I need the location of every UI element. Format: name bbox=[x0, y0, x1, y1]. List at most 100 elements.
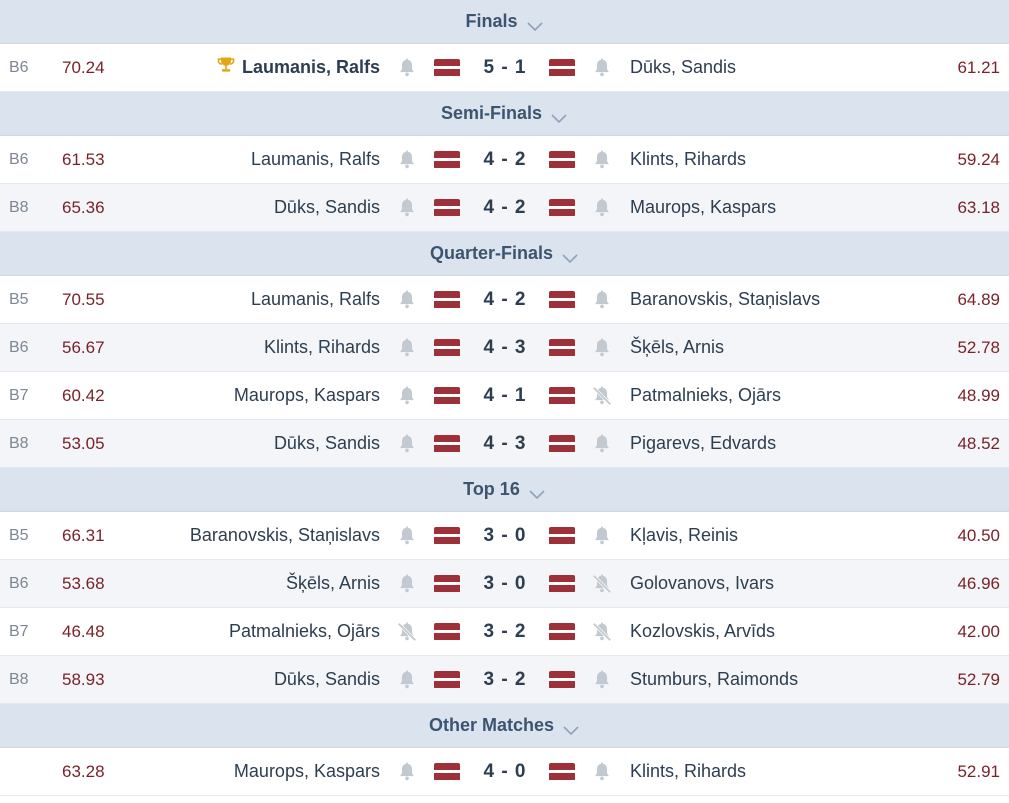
match-row[interactable]: B6 53.68 Šķēls, Arnis 3 - 0 Golovanovs, Ivar… bbox=[0, 560, 1009, 608]
match-row[interactable]: B6 61.53 Laumanis, Ralfs 4 - 2 Klints, Rihar… bbox=[0, 136, 1009, 184]
section-header-finals[interactable]: Finals bbox=[0, 0, 1009, 44]
right-average: 63.18 bbox=[957, 197, 1000, 217]
bell-icon[interactable] bbox=[396, 197, 418, 219]
left-player[interactable]: Patmalnieks, Ojārs bbox=[229, 621, 380, 642]
right-player[interactable]: Kozlovskis, Arvīds bbox=[630, 621, 776, 641]
latvia-flag-icon bbox=[434, 386, 460, 405]
match-row[interactable]: B6 70.24 Laumanis, Ralfs 5 - 1 Dūks, Sandis 6… bbox=[0, 44, 1009, 92]
left-player-name: Laumanis, Ralfs bbox=[250, 289, 380, 309]
right-player[interactable]: Stumburs, Raimonds bbox=[630, 669, 799, 689]
right-player[interactable]: Klints, Rihards bbox=[630, 761, 747, 781]
left-player-name: Dūks, Sandis bbox=[273, 197, 380, 217]
right-player[interactable]: Golovanovs, Ivars bbox=[630, 573, 775, 593]
bell-icon[interactable] bbox=[396, 433, 418, 455]
latvia-flag-icon bbox=[434, 526, 460, 545]
right-player[interactable]: Maurops, Kaspars bbox=[630, 197, 777, 217]
latvia-flag-icon bbox=[434, 574, 460, 593]
match-row[interactable]: B8 53.05 Dūks, Sandis 4 - 3 Pigarevs, Edvard… bbox=[0, 420, 1009, 468]
left-player[interactable]: Maurops, Kaspars bbox=[234, 761, 380, 782]
section-header-top-16[interactable]: Top 16 bbox=[0, 468, 1009, 512]
section-header-quarter-finals[interactable]: Quarter-Finals bbox=[0, 232, 1009, 276]
left-average: 63.28 bbox=[62, 761, 105, 781]
match-row[interactable]: B7 60.42 Maurops, Kaspars 4 - 1 Patmalnieks,… bbox=[0, 372, 1009, 420]
right-player[interactable]: Dūks, Sandis bbox=[630, 57, 737, 77]
bell-icon[interactable] bbox=[591, 57, 613, 79]
chevron-down-icon[interactable] bbox=[562, 720, 580, 735]
match-score: 4 - 0 bbox=[483, 760, 527, 782]
section-header-other-matches[interactable]: Other Matches bbox=[0, 704, 1009, 748]
bell-icon[interactable] bbox=[591, 525, 613, 547]
bell-icon[interactable] bbox=[396, 149, 418, 171]
bell-icon[interactable] bbox=[396, 385, 418, 407]
latvia-flag-icon bbox=[549, 338, 575, 357]
bell-off-icon[interactable] bbox=[591, 621, 613, 643]
board-label: B6 bbox=[9, 338, 29, 356]
left-player[interactable]: Dūks, Sandis bbox=[274, 433, 380, 454]
match-row[interactable]: B6 56.67 Klints, Rihards 4 - 3 Šķēls, Arnis 5… bbox=[0, 324, 1009, 372]
match-row[interactable]: 63.28 Maurops, Kaspars 4 - 0 Klints, Rihard… bbox=[0, 748, 1009, 796]
match-row[interactable]: B5 66.31 Baranovskis, Staņislavs 3 - 0 Kļavi… bbox=[0, 512, 1009, 560]
bell-icon[interactable] bbox=[591, 197, 613, 219]
board-label: B5 bbox=[9, 526, 29, 544]
right-player[interactable]: Pigarevs, Edvards bbox=[630, 433, 777, 453]
left-player[interactable]: Dūks, Sandis bbox=[274, 669, 380, 690]
chevron-down-icon[interactable] bbox=[561, 248, 579, 263]
bell-icon[interactable] bbox=[591, 149, 613, 171]
latvia-flag-icon bbox=[549, 670, 575, 689]
bell-icon[interactable] bbox=[591, 433, 613, 455]
match-row[interactable]: B8 65.36 Dūks, Sandis 4 - 2 Maurops, Kaspars… bbox=[0, 184, 1009, 232]
left-player-name: Šķēls, Arnis bbox=[285, 573, 380, 593]
bell-off-icon[interactable] bbox=[591, 385, 613, 407]
bell-icon[interactable] bbox=[396, 57, 418, 79]
bell-icon[interactable] bbox=[396, 337, 418, 359]
left-average: 61.53 bbox=[62, 149, 105, 169]
chevron-down-icon[interactable] bbox=[550, 108, 568, 123]
right-average: 40.50 bbox=[957, 525, 1000, 545]
right-player[interactable]: Šķēls, Arnis bbox=[630, 337, 725, 357]
bell-icon[interactable] bbox=[591, 761, 613, 783]
latvia-flag-icon bbox=[549, 622, 575, 641]
bell-icon[interactable] bbox=[591, 669, 613, 691]
left-player[interactable]: Laumanis, Ralfs bbox=[251, 149, 380, 170]
trophy-icon bbox=[216, 55, 242, 80]
left-average: 53.05 bbox=[62, 433, 105, 453]
right-average: 42.00 bbox=[957, 621, 1000, 641]
left-player[interactable]: Laumanis, Ralfs bbox=[216, 55, 380, 80]
left-average: 60.42 bbox=[62, 385, 105, 405]
match-row[interactable]: B8 58.93 Dūks, Sandis 3 - 2 Stumburs, Raimon… bbox=[0, 656, 1009, 704]
match-score: 4 - 1 bbox=[483, 384, 527, 406]
chevron-down-icon[interactable] bbox=[526, 16, 544, 31]
section-header-semi-finals[interactable]: Semi-Finals bbox=[0, 92, 1009, 136]
right-player[interactable]: Patmalnieks, Ojārs bbox=[630, 385, 782, 405]
bell-icon[interactable] bbox=[396, 669, 418, 691]
latvia-flag-icon bbox=[434, 290, 460, 309]
chevron-down-icon[interactable] bbox=[528, 484, 546, 499]
bell-icon[interactable] bbox=[396, 761, 418, 783]
match-row[interactable]: B7 46.48 Patmalnieks, Ojārs 3 - 2 Kozlovskis… bbox=[0, 608, 1009, 656]
bell-icon[interactable] bbox=[396, 573, 418, 595]
right-player[interactable]: Klints, Rihards bbox=[630, 149, 747, 169]
left-player[interactable]: Baranovskis, Staņislavs bbox=[190, 525, 380, 546]
latvia-flag-icon bbox=[434, 670, 460, 689]
left-player[interactable]: Laumanis, Ralfs bbox=[251, 289, 380, 310]
bell-icon[interactable] bbox=[591, 289, 613, 311]
bell-off-icon[interactable] bbox=[591, 573, 613, 595]
right-average: 48.52 bbox=[957, 433, 1000, 453]
left-average: 70.24 bbox=[62, 57, 105, 77]
left-player[interactable]: Šķēls, Arnis bbox=[286, 573, 380, 594]
latvia-flag-icon bbox=[549, 386, 575, 405]
bell-off-icon[interactable] bbox=[396, 621, 418, 643]
match-row[interactable]: B5 70.55 Laumanis, Ralfs 4 - 2 Baranovskis, … bbox=[0, 276, 1009, 324]
left-player-name: Dūks, Sandis bbox=[273, 433, 380, 453]
bell-icon[interactable] bbox=[396, 525, 418, 547]
left-player[interactable]: Dūks, Sandis bbox=[274, 197, 380, 218]
board-label: B7 bbox=[9, 386, 29, 404]
left-player[interactable]: Klints, Rihards bbox=[264, 337, 380, 358]
left-player[interactable]: Maurops, Kaspars bbox=[234, 385, 380, 406]
bell-icon[interactable] bbox=[396, 289, 418, 311]
right-player[interactable]: Baranovskis, Staņislavs bbox=[630, 289, 821, 309]
right-player[interactable]: Kļavis, Reinis bbox=[630, 525, 739, 545]
left-player-name: Baranovskis, Staņislavs bbox=[189, 525, 380, 545]
bell-icon[interactable] bbox=[591, 337, 613, 359]
